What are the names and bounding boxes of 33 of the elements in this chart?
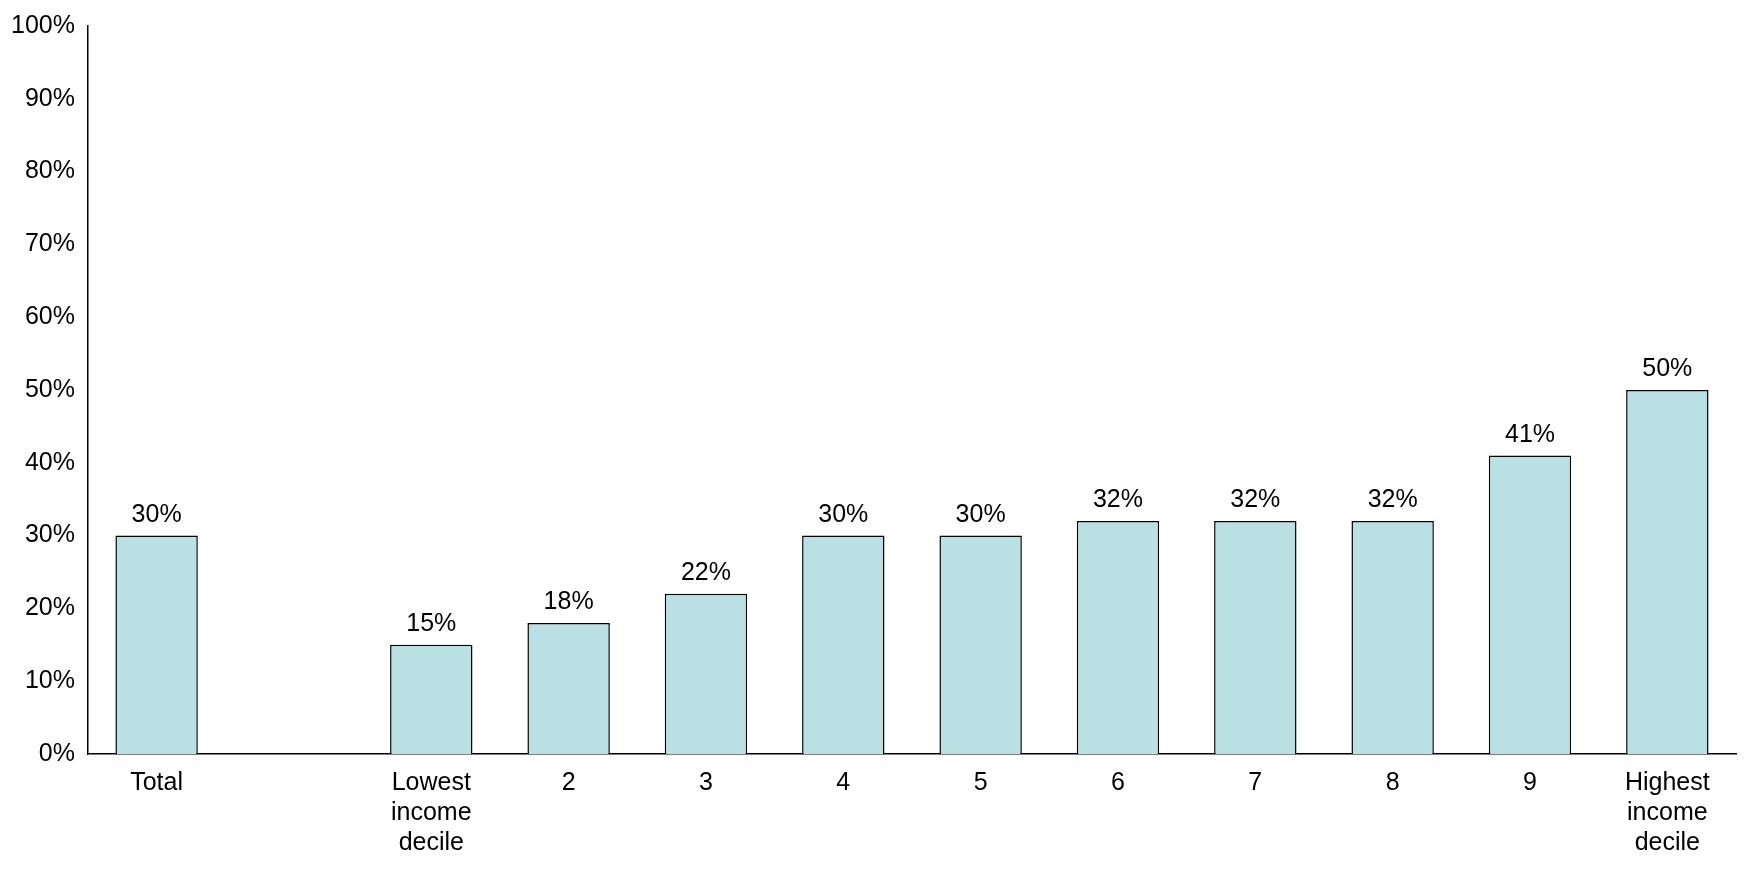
data-label: 30% (818, 498, 869, 527)
x-tick-label: 8 (1385, 766, 1400, 795)
y-tick-label: 0% (38, 737, 75, 766)
data-label: 18% (543, 586, 594, 615)
y-tick-label: 70% (24, 228, 75, 257)
data-label: 22% (680, 557, 731, 586)
y-tick-label: 10% (24, 665, 75, 694)
y-tick-label: 50% (24, 373, 75, 402)
data-label: 32% (1367, 484, 1418, 513)
x-tick-label: 3 (699, 766, 713, 795)
x-tick-label: 5 (973, 766, 988, 795)
y-tick-label: 20% (24, 592, 75, 621)
data-label: 50% (1642, 353, 1693, 382)
x-tick-label: Total (130, 766, 184, 795)
y-tick-label: 60% (24, 301, 75, 330)
data-label: 15% (406, 608, 457, 637)
x-tick-label: Lowest income decile (390, 766, 472, 855)
data-label: 32% (1092, 484, 1143, 513)
y-tick-label: 80% (24, 155, 75, 184)
x-tick-label: 4 (836, 766, 851, 795)
y-tick-label: 90% (24, 82, 75, 111)
x-tick-label: 2 (561, 766, 576, 795)
x-tick-label: Highest income decile (1624, 766, 1710, 855)
y-tick-label: 30% (24, 519, 75, 548)
x-tick-label: 6 (1111, 766, 1125, 795)
y-tick-label: 40% (24, 446, 75, 475)
x-tick-label: 9 (1523, 766, 1537, 795)
data-label: 30% (131, 498, 182, 527)
data-label: 41% (1504, 418, 1556, 447)
x-tick-label: 7 (1248, 766, 1263, 795)
y-tick-label: 100% (10, 9, 75, 38)
data-label: 32% (1230, 484, 1281, 513)
data-label: 30% (955, 498, 1006, 527)
